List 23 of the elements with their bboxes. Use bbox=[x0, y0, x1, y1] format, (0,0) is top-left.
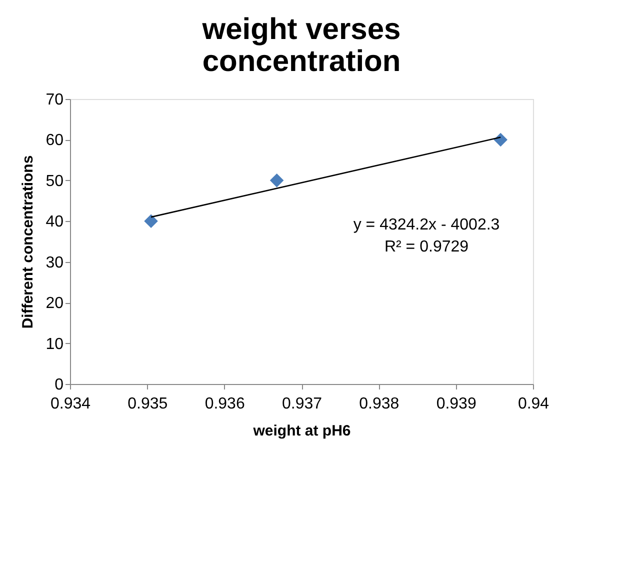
x-tick-label: 0.934 bbox=[50, 396, 91, 412]
annotation: R² = 0.9729 bbox=[384, 238, 469, 256]
y-tick-label: 0 bbox=[54, 376, 64, 394]
y-tick-label: 50 bbox=[46, 172, 64, 190]
y-tick-label: 70 bbox=[46, 92, 64, 108]
x-tick-label: 0.937 bbox=[282, 396, 322, 412]
y-tick-label: 60 bbox=[46, 132, 64, 150]
x-tick-label: 0.94 bbox=[518, 396, 550, 412]
y-tick-label: 30 bbox=[46, 254, 64, 272]
x-axis-title: weight at pH6 bbox=[252, 422, 351, 440]
x-tick-label: 0.936 bbox=[204, 396, 245, 412]
y-tick-label: 10 bbox=[46, 336, 64, 353]
x-tick-label: 0.939 bbox=[436, 396, 476, 412]
y-tick-label: 40 bbox=[46, 214, 64, 231]
point bbox=[494, 132, 508, 147]
point bbox=[144, 214, 158, 228]
point bbox=[270, 174, 284, 188]
annotation: y = 4324.2x - 4002.3 bbox=[353, 216, 500, 234]
y-tick-label: 20 bbox=[46, 295, 64, 312]
chart-title: weight verses concentration bbox=[201, 13, 401, 78]
x-tick-label: 0.935 bbox=[128, 396, 168, 412]
x-tick-label: 0.938 bbox=[359, 396, 400, 412]
y-axis-title: Different concentrations bbox=[20, 155, 37, 329]
